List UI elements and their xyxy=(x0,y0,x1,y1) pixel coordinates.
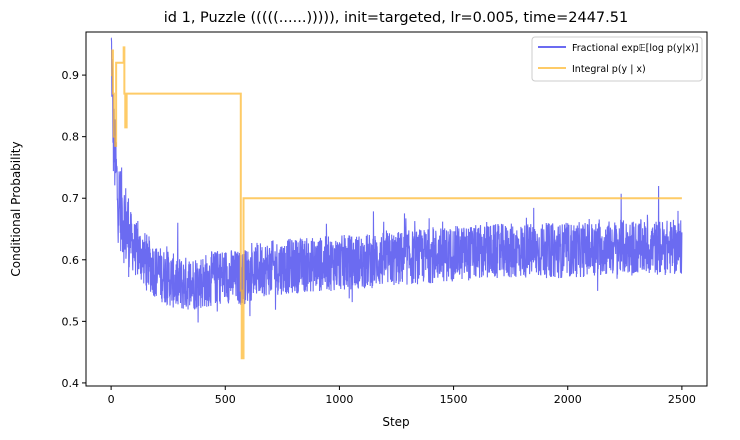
y-tick-label: 0.9 xyxy=(62,69,80,82)
y-axis-label: Conditional Probability xyxy=(9,141,23,276)
x-tick-label: 2500 xyxy=(668,393,696,406)
legend-label-fractional: Fractional exp𝔼[log p(y|x)] xyxy=(572,43,698,54)
x-tick-label: 500 xyxy=(215,393,236,406)
x-axis: 0 500 1000 1500 2000 2500 xyxy=(108,386,696,406)
plot-area xyxy=(110,37,683,360)
x-tick-label: 1500 xyxy=(440,393,468,406)
y-tick-label: 0.6 xyxy=(62,254,80,267)
series-line-integral xyxy=(111,46,682,360)
y-tick-label: 0.4 xyxy=(62,377,80,390)
legend-label-integral: Integral p(y | x) xyxy=(572,64,646,75)
x-tick-label: 1000 xyxy=(325,393,353,406)
y-tick-label: 0.8 xyxy=(62,131,80,144)
series-line-fractional xyxy=(110,37,683,323)
legend-box xyxy=(531,36,703,82)
y-tick-label: 0.5 xyxy=(62,315,80,328)
legend: Fractional exp𝔼[log p(y|x)] Integral p(y… xyxy=(531,36,703,82)
chart-title: id 1, Puzzle (((((......))))), init=targ… xyxy=(164,10,628,26)
y-axis: 0.4 0.5 0.6 0.7 0.8 0.9 xyxy=(62,69,86,390)
x-axis-label: Step xyxy=(382,415,409,429)
plot-frame xyxy=(85,31,708,387)
y-tick-label: 0.7 xyxy=(62,192,80,205)
x-tick-label: 0 xyxy=(108,393,115,406)
x-tick-label: 2000 xyxy=(554,393,582,406)
